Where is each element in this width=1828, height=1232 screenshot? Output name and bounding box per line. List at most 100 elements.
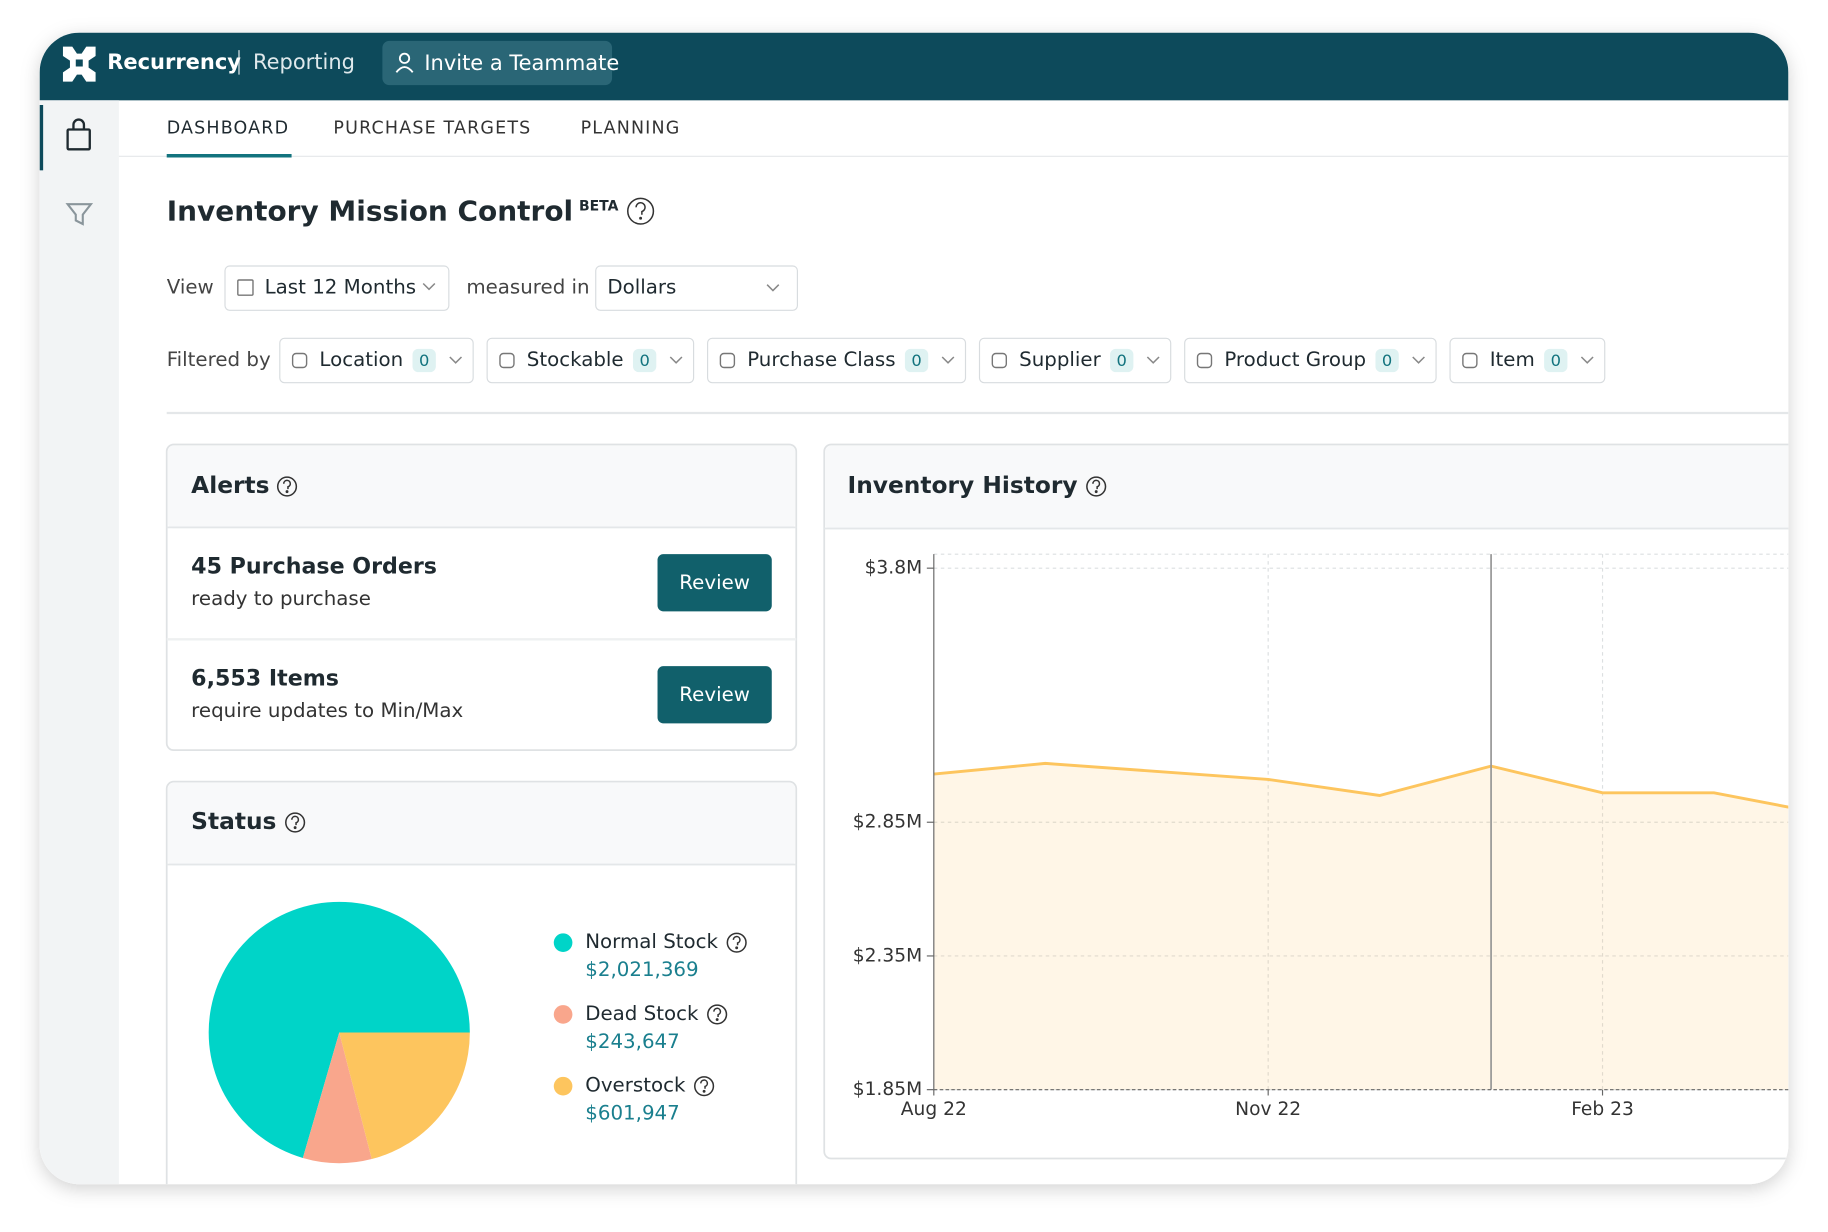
help-mark xyxy=(283,479,292,490)
help-circle xyxy=(726,932,747,953)
filter-icon xyxy=(499,352,515,369)
help-circle xyxy=(285,812,306,833)
tab[interactable]: PURCHASE TARGETS xyxy=(333,118,531,138)
filter-name: Product Group xyxy=(1224,348,1366,371)
chevron xyxy=(422,282,436,291)
help-mark xyxy=(713,1007,722,1018)
help-mark xyxy=(1092,479,1101,490)
alert-subtitle: ready to purchase xyxy=(191,587,371,610)
review-label: Review xyxy=(679,683,750,706)
filter-count-pill xyxy=(632,348,657,373)
help-dot xyxy=(715,1018,719,1022)
section: Reporting xyxy=(253,50,355,74)
history-title: Inventory History xyxy=(848,472,1078,499)
history-card-header xyxy=(825,445,1789,530)
sidebar xyxy=(39,100,119,1185)
legend-name: Overstock xyxy=(585,1074,686,1097)
status-title: Status xyxy=(191,808,276,835)
chevron xyxy=(941,356,955,364)
filter-name: Purchase Class xyxy=(747,348,895,371)
pie-slice xyxy=(302,1032,372,1164)
help-dot xyxy=(735,946,739,950)
y-tick-label: $1.85M xyxy=(853,1079,922,1100)
chevron xyxy=(766,284,780,292)
help-icon xyxy=(1086,476,1107,497)
filter-name: Supplier xyxy=(1019,348,1101,371)
range-dropdown[interactable] xyxy=(224,265,450,311)
invite-button[interactable] xyxy=(382,40,613,86)
legend-dot xyxy=(553,1076,573,1096)
filter-name: Location xyxy=(319,348,403,371)
alert-subtitle: require updates to Min/Max xyxy=(191,699,463,722)
filter-count-pill xyxy=(1375,348,1399,373)
measure-dropdown[interactable] xyxy=(595,265,799,311)
filter-icon xyxy=(991,352,1008,369)
beta-badge: BETA xyxy=(579,198,619,214)
pie-slice xyxy=(208,901,470,1158)
help-circle xyxy=(694,1076,715,1097)
filters-label: Filtered by xyxy=(167,348,271,371)
chevron xyxy=(1412,356,1425,364)
status-card-header xyxy=(167,782,796,866)
sidebar-active xyxy=(39,105,44,171)
alert-title: 45 Purchase Orders xyxy=(191,553,437,579)
filter-count: 0 xyxy=(639,351,649,370)
legend-value: $243,647 xyxy=(585,1030,680,1053)
help-dot xyxy=(1094,490,1098,494)
alerts-card-header xyxy=(167,445,796,529)
legend-dot xyxy=(553,1005,573,1024)
help-circle xyxy=(1086,476,1107,497)
help-dot xyxy=(293,826,297,830)
history-card xyxy=(823,443,1789,1160)
x-tick-label: Feb 23 xyxy=(1571,1099,1634,1120)
help-icon xyxy=(285,812,306,833)
chevron xyxy=(1580,356,1594,364)
tab[interactable]: PLANNING xyxy=(581,118,681,138)
y-tick-label: $2.35M xyxy=(853,945,922,966)
filter-count: 0 xyxy=(1117,351,1127,370)
filter-count: 0 xyxy=(911,351,921,370)
review-button[interactable] xyxy=(657,666,772,724)
tab[interactable]: DASHBOARD xyxy=(167,118,290,138)
page-title: Inventory Mission Control xyxy=(167,194,573,227)
measure-label: measured in xyxy=(466,276,589,299)
help-circle xyxy=(276,476,298,497)
filter-icon xyxy=(719,352,736,369)
plot xyxy=(933,761,1789,1090)
filter-icon xyxy=(291,352,308,369)
bag-icon[interactable] xyxy=(66,118,91,151)
filter-chip[interactable] xyxy=(1449,337,1606,384)
review-button[interactable] xyxy=(657,554,772,612)
filter-chip[interactable] xyxy=(1184,337,1437,384)
logo xyxy=(62,46,96,82)
filter-icon xyxy=(1462,352,1478,369)
chevron xyxy=(1146,356,1160,364)
tab-underline xyxy=(166,154,292,158)
help-mark xyxy=(635,202,646,215)
filter-icon[interactable] xyxy=(65,203,94,226)
pie-slice xyxy=(339,1032,470,1160)
filter-count: 0 xyxy=(419,351,429,370)
x-tick-label: Nov 22 xyxy=(1235,1099,1301,1120)
invite-label: Invite a Teammate xyxy=(424,51,619,75)
help-circle xyxy=(627,197,655,225)
chevron xyxy=(669,356,683,364)
help-icon xyxy=(726,932,747,953)
app: Recurrency Reporting Invite a Teammate DASH… xyxy=(39,32,1789,1185)
measure-value: Dollars xyxy=(607,276,676,299)
chevron xyxy=(449,356,463,364)
calendar-icon xyxy=(237,279,254,296)
filter-icon xyxy=(1196,352,1213,369)
filter-chip[interactable] xyxy=(707,337,967,384)
line xyxy=(933,761,1789,816)
help-icon xyxy=(707,1004,728,1025)
legend-name: Dead Stock xyxy=(585,1002,699,1025)
review-label: Review xyxy=(679,571,750,594)
area xyxy=(933,763,1789,1090)
help-circle xyxy=(707,1004,728,1025)
help-icon xyxy=(627,197,655,225)
legend-name: Normal Stock xyxy=(585,930,718,953)
legend-dot xyxy=(553,933,573,952)
